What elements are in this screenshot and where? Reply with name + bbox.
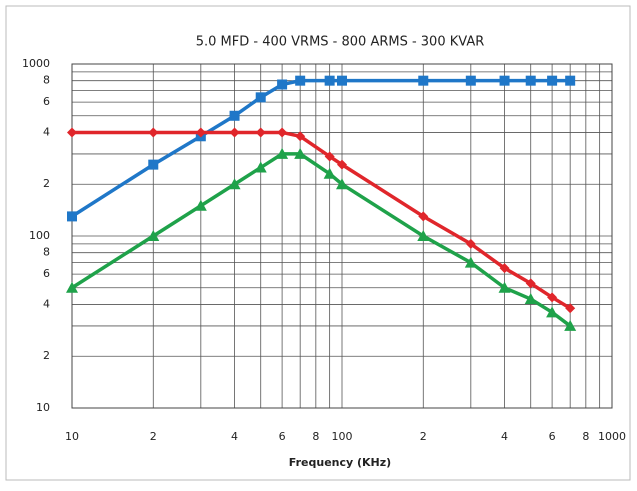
x-axis-title: Frequency (KHz) [289,456,391,469]
data-point [465,238,476,249]
x-tick-label: 2 [420,430,427,443]
y-tick-label: 2 [43,349,50,362]
data-point [565,75,576,86]
data-point [499,263,510,274]
data-point [229,110,240,121]
x-tick-label: 6 [279,430,286,443]
data-point [195,127,206,138]
data-point [565,303,576,314]
y-tick-label: 4 [43,125,50,138]
data-point [228,178,241,190]
x-tick-label: 100 [332,430,353,443]
data-point [464,256,477,268]
data-point [564,319,577,331]
data-point [418,75,429,86]
x-tick-label: 1000 [598,430,626,443]
data-point [255,127,266,138]
data-point [324,151,335,162]
x-tick-label: 6 [549,430,556,443]
data-point [255,92,266,103]
data-point [498,281,511,293]
data-point [276,147,289,159]
data-point [418,211,429,222]
data-point [547,292,558,303]
data-point [67,127,77,138]
chart-frame [5,5,631,481]
data-point [323,167,336,179]
data-point [324,75,335,86]
data-point [546,306,559,318]
plot-border [71,63,613,409]
data-point [417,230,430,241]
data-point [294,147,307,159]
data-point [66,281,78,293]
y-tick-label: 6 [43,95,50,108]
data-point [525,75,536,86]
y-tick-label: 6 [43,267,50,280]
data-point [277,127,288,138]
x-tick-label: 8 [312,430,319,443]
data-point [336,178,348,190]
y-tick-label: 100 [29,229,50,242]
y-tick-label: 4 [43,297,50,310]
y-tick-label: 8 [43,74,50,87]
data-point [148,159,159,170]
data-point [295,75,306,86]
x-tick-label: 8 [582,430,589,443]
data-point [547,75,558,86]
data-point [337,75,347,86]
x-tick-label: 10 [65,430,79,443]
data-point [524,293,537,305]
data-point [499,75,510,86]
data-point [148,127,159,138]
data-point [525,278,536,289]
y-tick-label: 2 [43,177,50,190]
data-point [194,199,207,211]
chart-title: 5.0 MFD - 400 VRMS - 800 ARMS - 300 KVAR [196,35,485,50]
data-point [277,79,288,90]
data-point [254,161,267,173]
data-point [295,131,306,142]
data-point [337,159,347,170]
data-point [229,127,240,138]
x-tick-label: 4 [501,430,508,443]
y-tick-label: 1000 [22,57,50,70]
y-tick-label: 8 [43,246,50,259]
data-point [67,211,77,222]
x-tick-label: 4 [231,430,238,443]
x-tick-label: 2 [150,430,157,443]
data-point [147,230,160,241]
y-tick-label: 10 [36,401,50,414]
data-point [465,75,476,86]
